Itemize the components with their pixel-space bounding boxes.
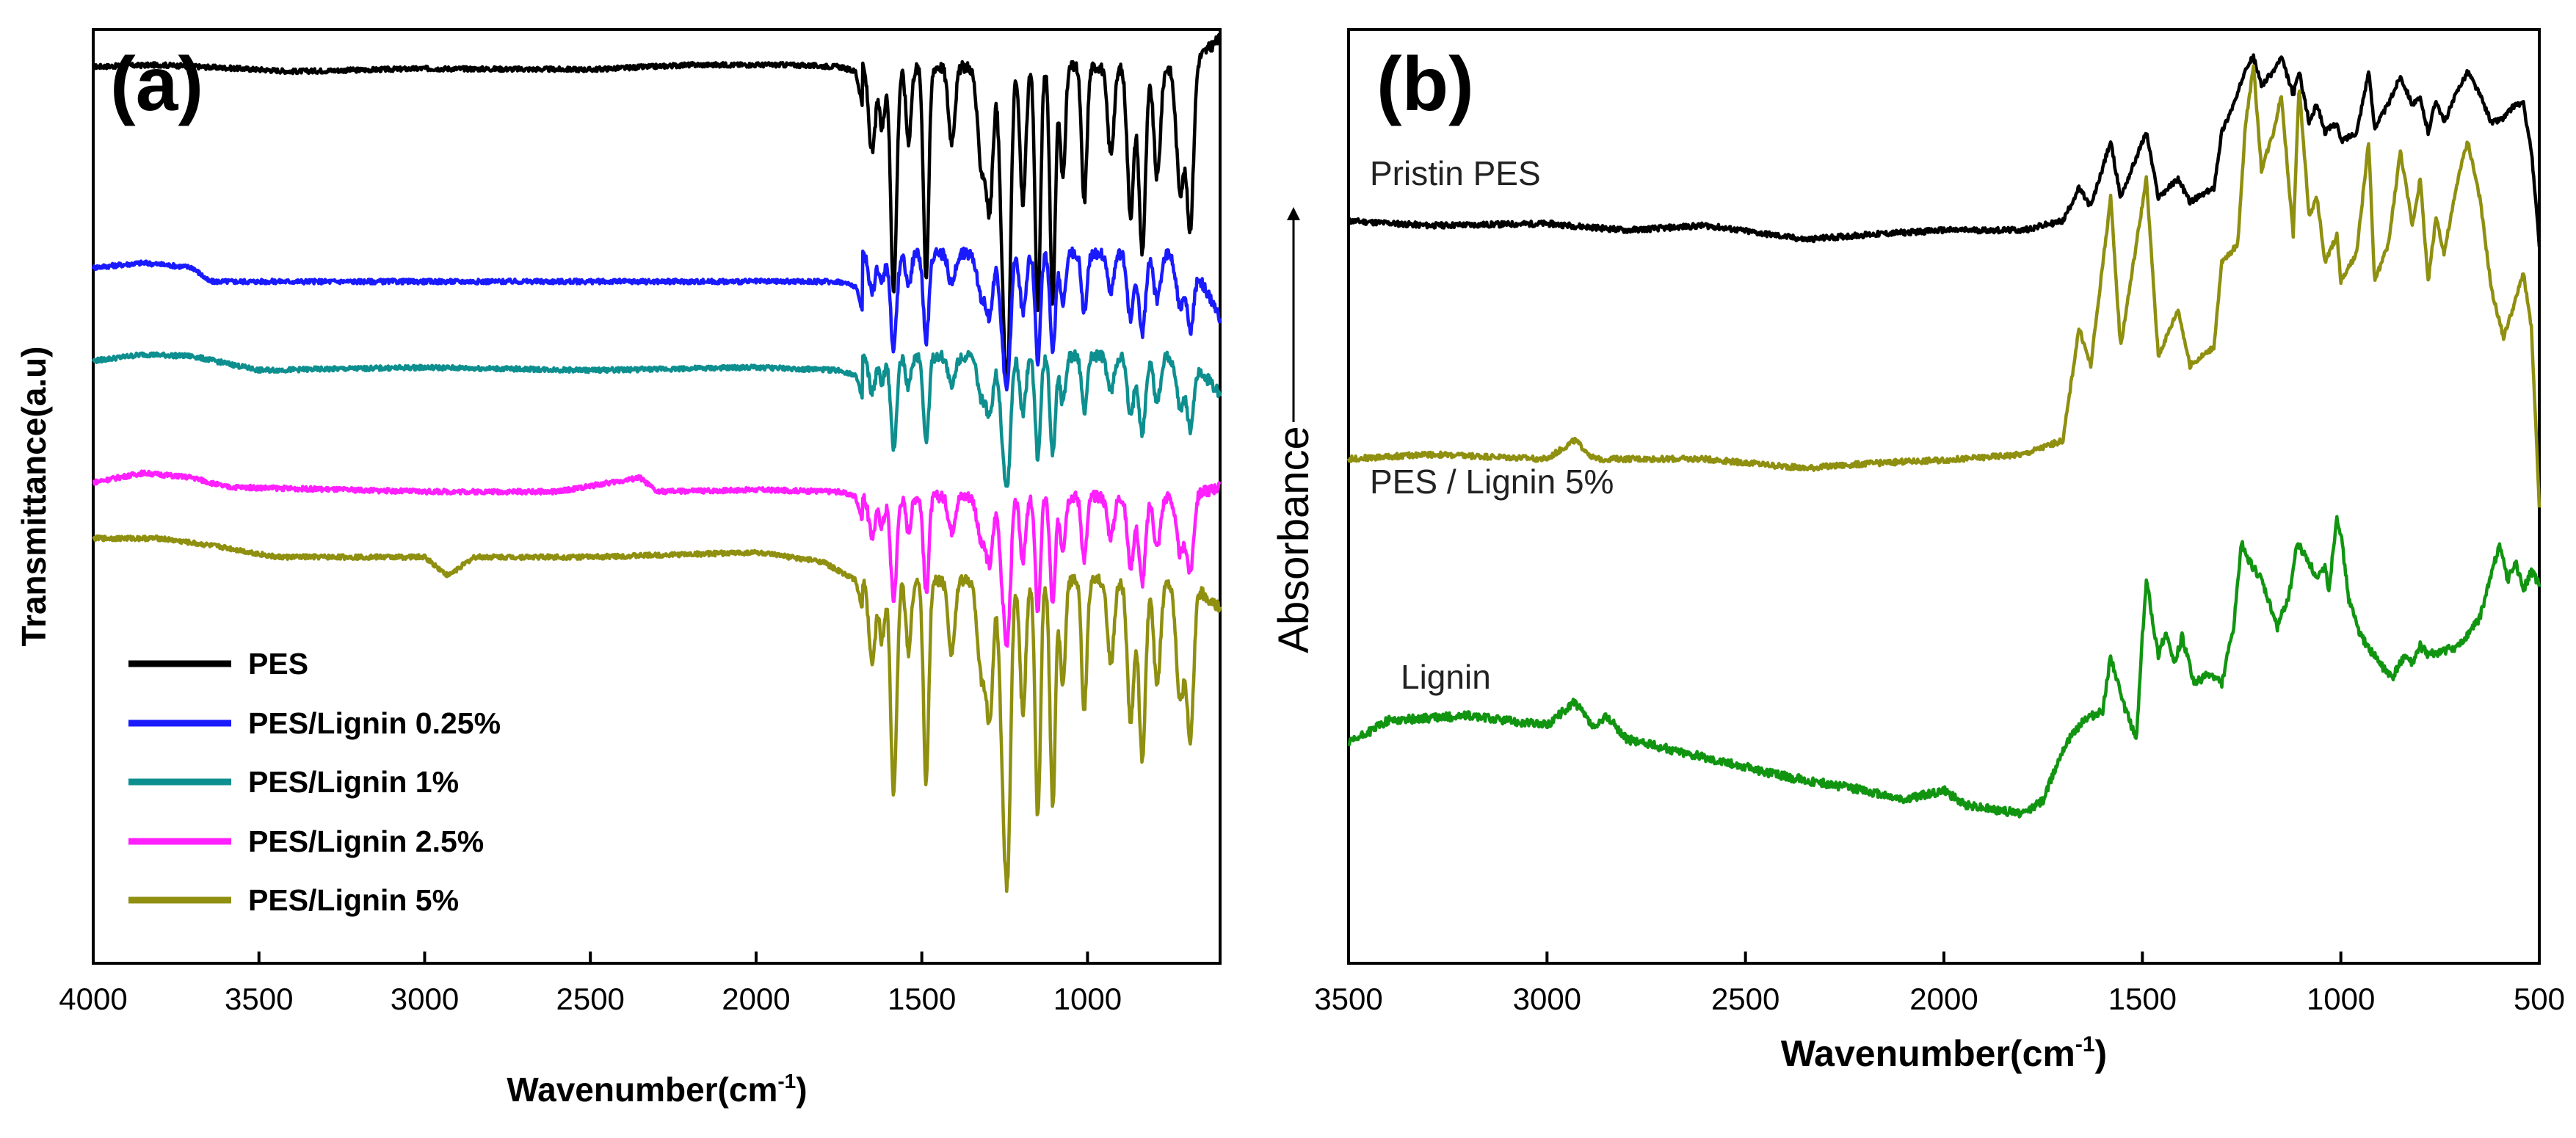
x-ticks-b: 3500 3000 2500 2000 1500 1000 500 (1314, 952, 2565, 1016)
x-tick-label-a: 4000 (59, 982, 127, 1016)
x-tick-label-b: 3500 (1314, 982, 1382, 1016)
series-group-a (91, 33, 1222, 894)
x-tick-label-a: 2500 (556, 982, 624, 1016)
series-group-b (1346, 53, 2541, 819)
x-axis-title-a-end: ) (796, 1070, 807, 1109)
y-axis-title-a: Transmittance(a.u) (15, 347, 53, 647)
panel-tag-b: (b) (1376, 42, 1474, 127)
x-ticks-a: 4000 3500 3000 2500 2000 1500 1000 (59, 952, 1122, 1016)
legend-label-lignin-1: PES/Lignin 1% (248, 765, 459, 799)
legend-label-lignin-5: PES/Lignin 5% (248, 883, 459, 917)
series-line-a-pes (92, 33, 1222, 388)
x-tick-label-b: 1000 (2307, 982, 2375, 1016)
x-tick-label-b: 2000 (1909, 982, 1978, 1016)
annotation-lignin: Lignin (1401, 658, 1491, 696)
series-line-a-pes-lignin-2-5 (92, 469, 1222, 648)
legend-label-pes: PES (248, 647, 308, 681)
y-axis-arrowhead-b (1287, 207, 1300, 220)
x-tick-label-a: 2000 (722, 982, 790, 1016)
series-line-a-pes-lignin-0-25 (91, 246, 1222, 392)
x-tick-label-b: 500 (2514, 982, 2565, 1016)
panel-tag-a: (a) (110, 42, 203, 127)
x-tick-label-a: 3000 (391, 982, 459, 1016)
series-line-b-pristin-pes (1347, 53, 2541, 247)
x-axis-title-b-end: ) (2095, 1033, 2108, 1074)
series-line-b-pes-lignin-5 (1346, 64, 2541, 508)
panel-b: 3500 3000 2500 2000 1500 1000 500 (b) Pristin … (1270, 28, 2565, 1074)
annotation-pristin-pes: Pristin PES (1370, 154, 1541, 192)
x-axis-title-b-main: Wavenumber(cm (1781, 1033, 2075, 1074)
y-axis-title-b: Absorbance (1270, 426, 1318, 653)
x-axis-title-a: Wavenumber(cm-1) (507, 1070, 807, 1109)
legend-label-lignin-025: PES/Lignin 0.25% (248, 706, 501, 740)
x-tick-label-b: 3000 (1513, 982, 1581, 1016)
x-tick-label-b: 1500 (2108, 982, 2177, 1016)
x-axis-title-b: Wavenumber(cm-1) (1781, 1032, 2107, 1074)
x-axis-title-a-main: Wavenumber(cm (507, 1070, 777, 1109)
series-line-a-pes-lignin-1 (91, 349, 1222, 488)
series-line-b-lignin (1347, 515, 2541, 819)
x-tick-label-b: 2500 (1711, 982, 1779, 1016)
panel-a: 4000 3500 3000 2500 2000 1500 1000 (a) Wavenum… (15, 28, 1222, 1109)
legend-label-lignin-25: PES/Lignin 2.5% (248, 824, 484, 858)
x-tick-label-a: 1000 (1053, 982, 1122, 1016)
legend-a: PES PES/Lignin 0.25% PES/Lignin 1% PES/L… (128, 647, 501, 917)
x-axis-title-a-sup: -1 (777, 1070, 796, 1092)
x-tick-label-a: 1500 (888, 982, 956, 1016)
x-tick-label-a: 3500 (225, 982, 293, 1016)
series-line-a-pes-lignin-5 (92, 534, 1222, 894)
plot-frame-a (92, 28, 1222, 965)
x-axis-title-b-sup: -1 (2075, 1032, 2095, 1057)
annotation-pes-lignin-5: PES / Lignin 5% (1370, 463, 1614, 501)
